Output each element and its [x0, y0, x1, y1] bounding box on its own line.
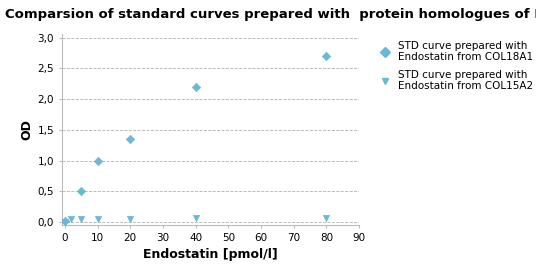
Point	[61, 219, 69, 224]
Point	[126, 217, 135, 221]
Point	[322, 216, 331, 220]
Point	[126, 137, 135, 141]
Point	[77, 189, 86, 193]
Y-axis label: OD: OD	[20, 120, 33, 140]
Point	[93, 217, 102, 221]
Point	[61, 219, 69, 223]
Text: Comparsion of standard curves prepared with  protein homologues of Endostatin: Comparsion of standard curves prepared w…	[5, 8, 536, 21]
Point	[67, 217, 76, 221]
Point	[93, 158, 102, 163]
X-axis label: Endostatin [pmol/l]: Endostatin [pmol/l]	[143, 249, 278, 262]
Legend: STD curve prepared with
Endostatin from COL18A1, STD curve prepared with
Endosta: STD curve prepared with Endostatin from …	[373, 40, 534, 92]
Point	[191, 85, 200, 89]
Point	[191, 216, 200, 220]
Point	[77, 217, 86, 221]
Point	[322, 54, 331, 58]
